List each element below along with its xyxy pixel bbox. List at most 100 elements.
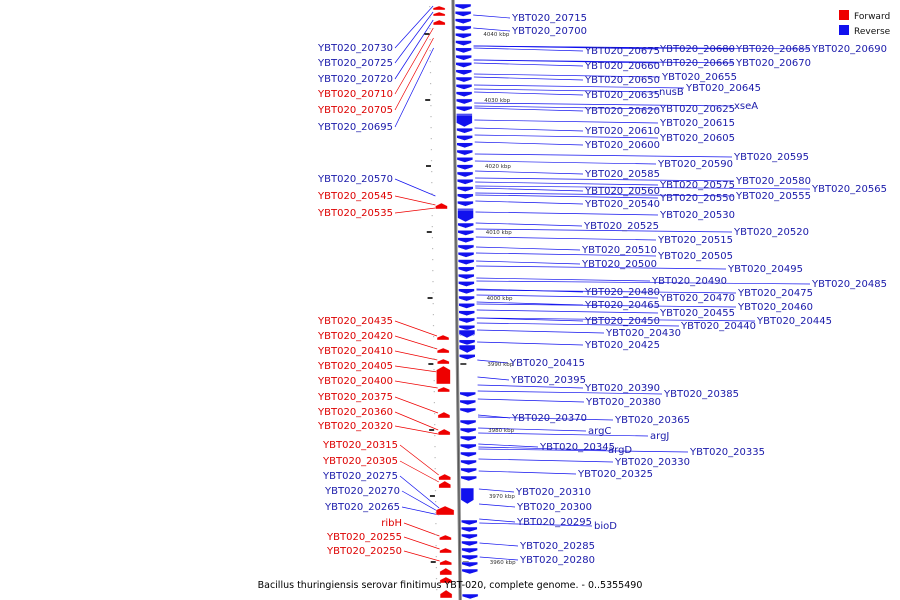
right-gene-label: YBT020_20510 xyxy=(581,245,657,256)
leader-line xyxy=(399,460,439,483)
leader-line xyxy=(476,303,737,308)
reverse-gene xyxy=(455,54,472,61)
reverse-gene xyxy=(458,288,475,295)
track-dot xyxy=(434,479,436,481)
leader-line xyxy=(473,45,811,50)
left-gene-label: YBT020_20275 xyxy=(322,471,398,482)
leader-line xyxy=(475,194,659,199)
left-gene-label: YBT020_20405 xyxy=(317,361,393,372)
reverse-gene xyxy=(459,419,477,426)
right-gene-label: YBT020_20295 xyxy=(516,517,592,528)
tick-label: 4010 kbp xyxy=(486,230,512,236)
track-dot xyxy=(435,523,437,525)
leader-line xyxy=(394,178,436,197)
reverse-gene xyxy=(459,354,476,360)
track-dot xyxy=(430,160,433,162)
leader-line xyxy=(394,425,439,435)
track-dot xyxy=(430,127,432,129)
leader-line xyxy=(475,192,735,197)
reverse-gene xyxy=(459,435,477,442)
leader-line xyxy=(476,322,680,327)
leader-line xyxy=(475,187,584,192)
right-gene-label: YBT020_20595 xyxy=(733,152,809,163)
right-gene-label: argC xyxy=(588,426,611,437)
leader-line xyxy=(479,522,593,527)
reverse-gene xyxy=(457,266,475,273)
reverse-gene xyxy=(456,105,473,112)
reverse-gene xyxy=(460,459,477,466)
tick-label: 4040 kbp xyxy=(483,32,509,38)
track-dot xyxy=(432,303,434,305)
track-dot xyxy=(431,215,433,217)
right-gene-label: YBT020_20645 xyxy=(685,83,761,94)
leader-line xyxy=(478,443,539,448)
forward-gene xyxy=(435,202,448,210)
leader-line xyxy=(473,76,584,81)
reverse-gene xyxy=(460,519,478,526)
leader-line xyxy=(394,5,434,49)
right-gene-label: YBT020_20415 xyxy=(509,358,585,369)
legend-swatch-reverse xyxy=(839,25,849,35)
forward-gene xyxy=(439,589,453,599)
left-gene-label: YBT020_20400 xyxy=(317,376,393,387)
leader-line xyxy=(399,475,440,509)
reverse-gene xyxy=(456,157,474,163)
reverse-gene xyxy=(457,251,475,258)
forward-gene xyxy=(432,5,446,11)
legend-swatch-forward xyxy=(839,10,849,20)
leader-line xyxy=(399,444,439,476)
left-gene-label: YBT020_20305 xyxy=(322,456,398,467)
track-dot xyxy=(436,589,438,591)
reverse-gene xyxy=(455,47,472,54)
right-gene-label: YBT020_20500 xyxy=(581,259,657,270)
leader-line xyxy=(394,350,438,361)
reverse-gene xyxy=(457,237,475,244)
right-gene-label: argJ xyxy=(650,431,669,442)
tick-label: 4000 kbp xyxy=(487,296,513,302)
track-dot xyxy=(434,424,436,426)
reverse-gene xyxy=(456,114,473,128)
reverse-gene xyxy=(460,475,477,482)
leader-line xyxy=(474,88,658,93)
right-gene-label: YBT020_20515 xyxy=(657,235,733,246)
left-gene-label: YBT020_20730 xyxy=(317,43,393,54)
leader-line xyxy=(474,119,659,124)
reverse-gene xyxy=(458,324,476,331)
leader-line xyxy=(477,398,585,403)
reverse-gene xyxy=(461,561,478,568)
right-gene-label: YBT020_20475 xyxy=(737,288,813,299)
reverse-gene xyxy=(455,84,473,90)
leader-line xyxy=(475,211,659,216)
reverse-gene xyxy=(461,526,478,533)
leader-line xyxy=(474,134,659,139)
track-dot xyxy=(432,292,434,294)
right-gene-label: YBT020_20605 xyxy=(659,133,735,144)
left-gene-label: YBT020_20705 xyxy=(317,105,393,116)
reverse-gene xyxy=(456,135,473,141)
right-gene-label: YBT020_20395 xyxy=(510,375,586,386)
right-gene-label: YBT020_20685 xyxy=(735,44,811,55)
leader-line xyxy=(479,518,516,523)
forward-gene xyxy=(432,11,446,17)
track-dot xyxy=(434,446,436,448)
left-gene-label: YBT020_20255 xyxy=(326,532,402,543)
reverse-gene xyxy=(458,317,476,324)
forward-gene xyxy=(437,386,450,393)
reverse-gene xyxy=(461,554,478,561)
leader-line xyxy=(478,448,689,453)
leader-line xyxy=(478,432,649,437)
reverse-gene xyxy=(456,178,474,185)
track-dot xyxy=(431,204,433,206)
leader-line xyxy=(476,317,756,322)
left-gene-label: YBT020_20570 xyxy=(317,174,393,185)
left-gene-label: YBT020_20535 xyxy=(317,208,393,219)
left-gene-label: YBT020_20250 xyxy=(326,546,402,557)
reverse-gene xyxy=(461,568,479,575)
leader-line xyxy=(394,411,439,431)
right-gene-label: YBT020_20520 xyxy=(733,227,809,238)
leader-line xyxy=(394,335,438,350)
right-gene-label: YBT020_20430 xyxy=(605,328,681,339)
left-gene-label: YBT020_20410 xyxy=(317,346,393,357)
